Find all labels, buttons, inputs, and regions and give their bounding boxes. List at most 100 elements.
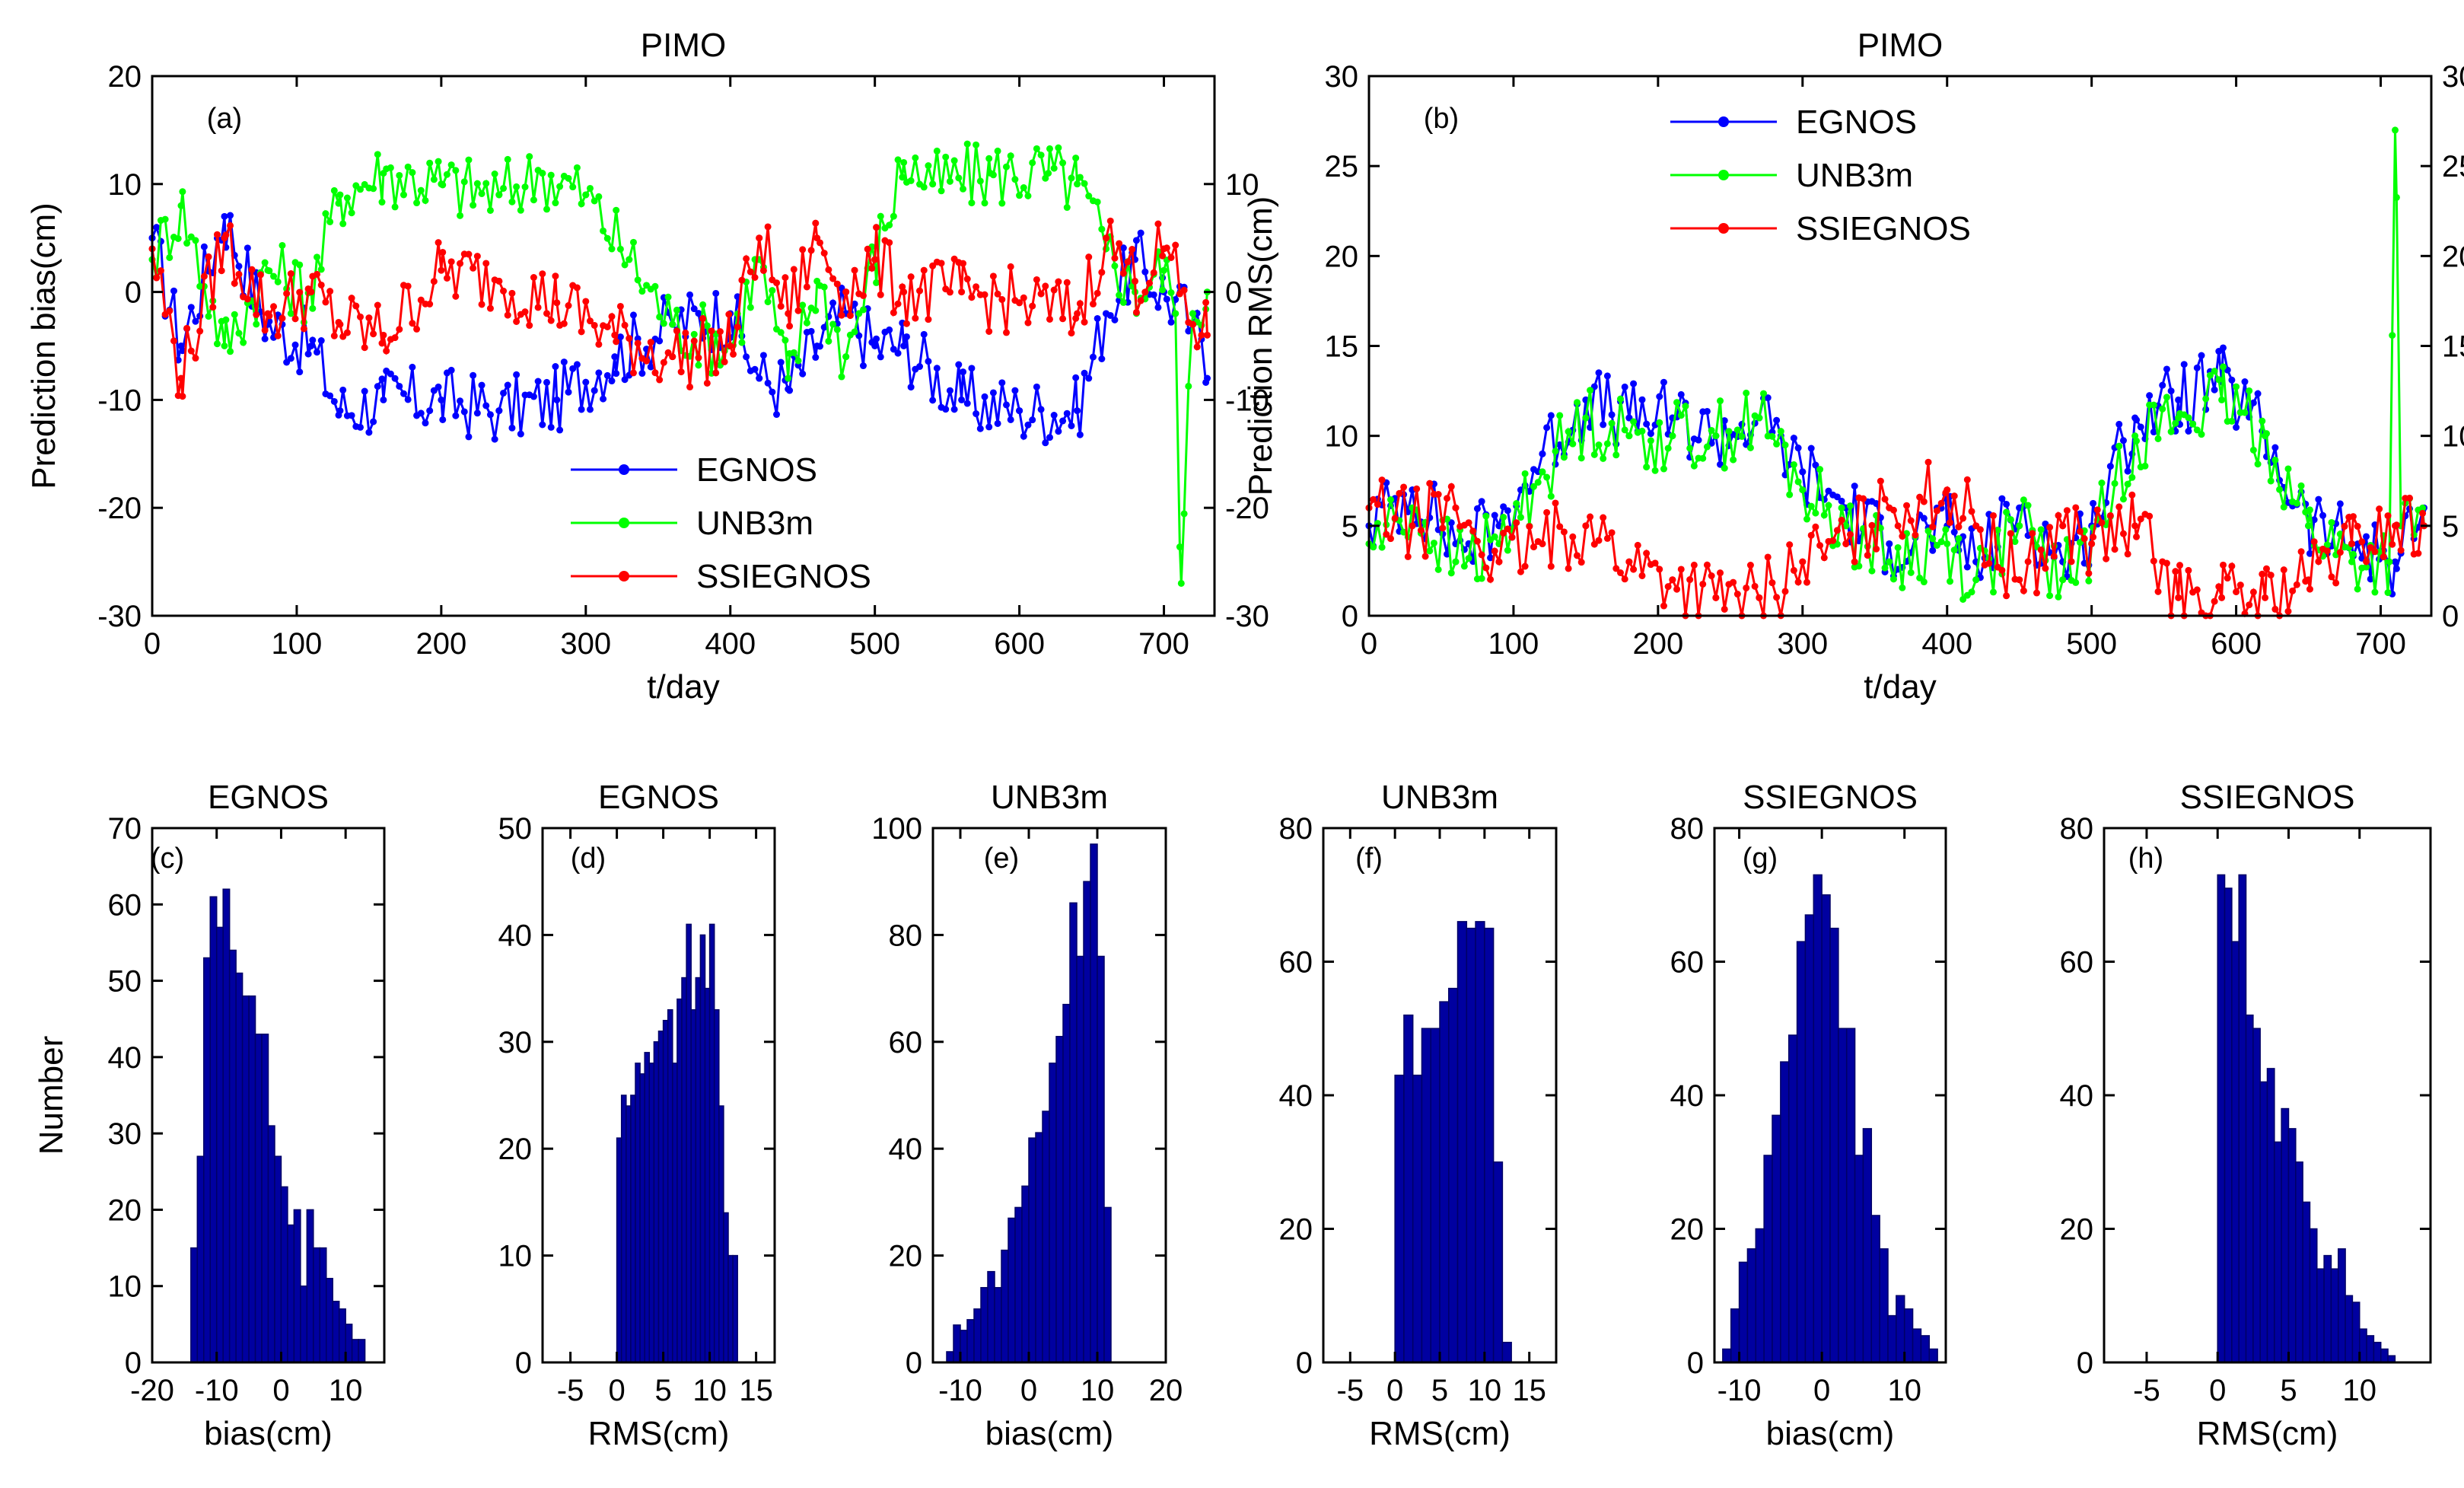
data-point-ssiegnos (1076, 300, 1084, 307)
histogram-bar (713, 1008, 720, 1363)
data-point-unb3m (2133, 437, 2141, 444)
data-point-unb3m (825, 337, 832, 345)
data-point-ssiegnos (1603, 534, 1611, 542)
data-point-ssiegnos (1526, 523, 1533, 531)
data-point-unb3m (2348, 558, 2356, 566)
data-point-egnos (1042, 439, 1049, 447)
data-point-unb3m (417, 186, 425, 194)
data-point-ssiegnos (1873, 545, 1880, 553)
data-point-egnos (968, 365, 976, 372)
data-point-unb3m (989, 171, 997, 179)
data-point-unb3m (2419, 504, 2427, 511)
data-point-unb3m (1160, 266, 1168, 274)
data-point-ssiegnos (1894, 522, 1902, 530)
histogram-bar (332, 1301, 340, 1363)
data-point-egnos (560, 358, 568, 366)
data-point-ssiegnos (1612, 565, 1620, 572)
x-tick-label: 10 (1081, 1374, 1115, 1407)
data-point-unb3m (656, 313, 664, 320)
data-point-egnos (973, 410, 980, 418)
data-point-ssiegnos (2088, 540, 2096, 547)
histogram-bar (1021, 1185, 1030, 1363)
y-tick-label: 50 (498, 812, 533, 846)
data-point-egnos (1504, 507, 1511, 515)
histogram-bar (2245, 1014, 2254, 1363)
data-point-unb3m (2259, 417, 2266, 425)
data-point-egnos (907, 384, 915, 391)
y-tick-label: 60 (1279, 946, 1313, 980)
data-point-ssiegnos (2185, 566, 2192, 574)
data-point-ssiegnos (530, 273, 537, 281)
data-point-ssiegnos (2218, 594, 2226, 601)
data-point-egnos (900, 343, 908, 349)
histogram-bar (1492, 1161, 1504, 1363)
data-point-egnos (2163, 365, 2170, 373)
panel-label: (a) (207, 103, 242, 135)
data-point-ssiegnos (435, 239, 442, 247)
data-point-egnos (1695, 436, 1702, 444)
data-point-egnos (1920, 515, 1928, 522)
data-point-unb3m (221, 343, 228, 349)
data-point-ssiegnos (1007, 263, 1014, 270)
data-point-unb3m (1543, 473, 1551, 481)
data-point-unb3m (1777, 428, 1784, 435)
data-point-unb3m (287, 310, 294, 317)
data-point-egnos (1638, 396, 1646, 403)
data-point-egnos (2271, 444, 2279, 451)
data-point-unb3m (1625, 432, 1633, 440)
data-point-ssiegnos (153, 274, 161, 282)
data-point-egnos (287, 355, 294, 362)
data-point-ssiegnos (326, 288, 334, 295)
data-point-unb3m (2198, 431, 2205, 438)
data-point-ssiegnos (1452, 504, 1460, 511)
data-point-egnos (543, 378, 551, 386)
data-point-ssiegnos (690, 337, 698, 345)
data-point-egnos (2392, 565, 2400, 572)
data-point-egnos (2115, 420, 2123, 428)
data-point-unb3m (1050, 164, 1058, 172)
right-y-tick-label: 25 (2442, 150, 2464, 183)
data-point-ssiegnos (2354, 523, 2361, 531)
axes-frame (151, 75, 1216, 617)
data-point-egnos (759, 352, 767, 359)
data-point-ssiegnos (1634, 541, 1641, 549)
data-point-ssiegnos (669, 353, 676, 361)
data-point-ssiegnos (452, 292, 460, 300)
data-point-ssiegnos (825, 266, 832, 273)
data-point-unb3m (2163, 394, 2170, 401)
data-point-egnos (769, 388, 776, 396)
data-point-egnos (547, 423, 555, 431)
data-point-ssiegnos (2133, 533, 2141, 540)
histogram-bar (648, 1063, 655, 1363)
data-point-ssiegnos (1059, 315, 1067, 323)
histogram-bar (1501, 1341, 1512, 1363)
data-point-ssiegnos (2323, 547, 2331, 555)
data-point-ssiegnos (2380, 553, 2387, 561)
data-point-egnos (686, 291, 694, 298)
chart-panel-e: -10 0 10 20 0 20 40 60 80 100 UNB3m bias(cm) (e) (871, 779, 1183, 1452)
data-point-ssiegnos (886, 239, 893, 247)
data-point-ssiegnos (2224, 575, 2231, 582)
data-point-unb3m (1565, 428, 1572, 435)
data-point-egnos (820, 323, 828, 331)
data-point-unb3m (747, 304, 754, 311)
data-point-unb3m (1781, 441, 1789, 449)
data-point-unb3m (2020, 496, 2027, 504)
histogram-bar (222, 888, 231, 1363)
data-point-ssiegnos (179, 393, 186, 400)
data-point-ssiegnos (2306, 585, 2313, 593)
data-point-unb3m (1756, 414, 1763, 422)
data-point-ssiegnos (864, 245, 871, 253)
data-point-ssiegnos (1985, 559, 1993, 567)
data-point-ssiegnos (543, 310, 551, 317)
data-point-unb3m (1539, 468, 1546, 476)
histogram-bar (2302, 1201, 2311, 1363)
histogram-bar (1854, 1155, 1864, 1363)
data-point-ssiegnos (1574, 552, 1581, 559)
data-point-unb3m (877, 212, 884, 220)
data-point-ssiegnos (296, 288, 304, 296)
data-point-egnos (925, 358, 932, 365)
data-point-unb3m (336, 191, 344, 199)
y-tick-label: 0 (1342, 600, 1358, 633)
x-tick-label: 0 (144, 627, 161, 661)
